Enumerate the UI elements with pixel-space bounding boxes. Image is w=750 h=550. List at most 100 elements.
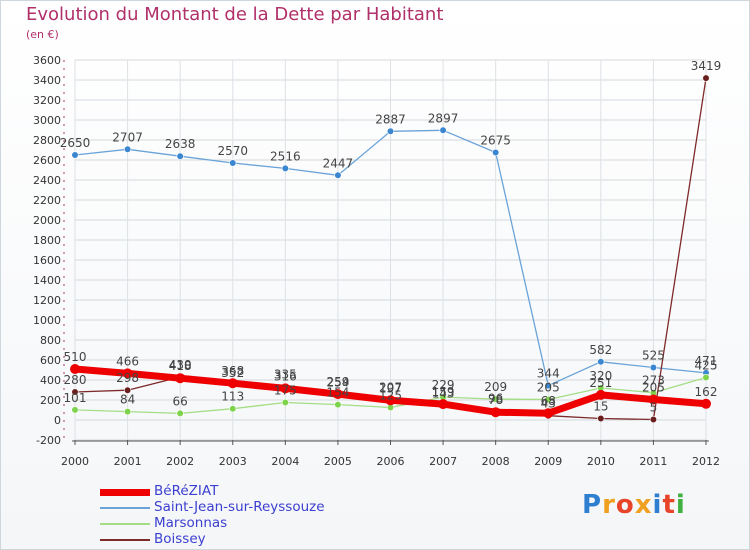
y-tick-label: 1000	[33, 314, 61, 327]
data-point	[649, 415, 658, 424]
legend-label: Saint-Jean-sur-Reyssouze	[154, 499, 325, 515]
legend-swatch	[100, 523, 150, 525]
data-point	[229, 159, 237, 167]
data-label: 2675	[480, 134, 511, 148]
data-label: 113	[221, 390, 244, 404]
data-point	[281, 398, 289, 407]
data-label: 68	[541, 394, 556, 408]
data-point	[175, 373, 186, 384]
y-tick-label: 1600	[33, 254, 61, 267]
data-point	[439, 126, 447, 134]
data-point	[176, 409, 184, 418]
data-point	[649, 363, 658, 372]
data-label: 205	[642, 381, 665, 395]
data-point	[280, 383, 291, 394]
data-label: 335	[274, 368, 297, 382]
data-point	[544, 395, 552, 404]
data-point	[490, 407, 501, 418]
data-point	[702, 373, 710, 382]
x-tick-label: 2001	[114, 455, 142, 468]
data-point	[123, 408, 132, 416]
data-label: 154	[326, 386, 349, 400]
y-tick-label: 600	[40, 354, 61, 367]
data-point	[702, 74, 710, 82]
data-point	[229, 405, 237, 413]
y-tick-label: 1200	[33, 294, 61, 307]
data-point	[597, 358, 605, 366]
data-label: 344	[537, 367, 560, 381]
data-point	[123, 386, 132, 394]
data-point	[71, 388, 79, 396]
data-label: 84	[120, 393, 135, 407]
data-label: 143	[432, 387, 455, 401]
data-label: 207	[379, 380, 402, 394]
data-point	[648, 394, 659, 405]
data-label: 254	[326, 376, 349, 390]
logo-letter: r	[602, 490, 616, 520]
data-label: 2447	[323, 156, 354, 170]
y-tick-label: 0	[54, 414, 61, 427]
data-label: 425	[695, 359, 718, 373]
data-point	[281, 164, 289, 172]
data-label: 2887	[375, 112, 406, 126]
x-tick-label: 2007	[429, 455, 457, 468]
data-point	[70, 364, 80, 374]
y-tick-label: 1800	[33, 234, 61, 247]
x-tick-label: 2009	[534, 455, 562, 468]
data-point	[71, 151, 79, 159]
data-point	[701, 398, 711, 409]
data-point	[595, 389, 606, 400]
data-point	[123, 145, 132, 153]
logo-letter: i	[652, 490, 663, 520]
data-point	[122, 368, 133, 379]
x-tick-label: 2003	[219, 455, 247, 468]
y-tick-label: 800	[40, 334, 61, 347]
data-label: 3419	[691, 59, 722, 73]
data-point	[544, 382, 552, 390]
y-tick-label: 3600	[33, 54, 61, 67]
x-tick-label: 2008	[482, 455, 510, 468]
data-label: 251	[589, 376, 612, 390]
legend-label: Marsonnas	[154, 515, 228, 531]
data-label: 2516	[270, 149, 301, 163]
data-label: 298	[116, 371, 139, 385]
data-point	[492, 148, 500, 157]
data-point	[176, 152, 184, 160]
data-label: 418	[169, 359, 192, 373]
y-tick-label: 3000	[33, 114, 61, 127]
y-tick-label: 3400	[33, 74, 61, 87]
data-label: 2650	[60, 136, 91, 150]
chart-title: Evolution du Montant de la Dette par Hab…	[26, 4, 444, 25]
x-tick-label: 2010	[587, 455, 615, 468]
y-tick-label: 3200	[33, 94, 61, 107]
data-point	[71, 406, 79, 414]
data-label: 205	[537, 381, 560, 395]
data-point	[227, 378, 238, 389]
data-label: 209	[484, 380, 507, 394]
data-label: 197	[379, 381, 402, 395]
logo-letter: P	[582, 490, 603, 520]
y-tick-label: 1400	[33, 274, 61, 287]
data-label: 78	[488, 393, 503, 407]
data-label: 510	[64, 350, 87, 364]
data-point	[332, 389, 343, 400]
y-tick-label: 200	[40, 394, 61, 407]
data-label: 466	[116, 354, 139, 368]
legend-label: Boissey	[154, 531, 206, 547]
data-label: 66	[173, 394, 188, 408]
x-tick-label: 2002	[166, 455, 194, 468]
data-label: 2638	[165, 137, 196, 151]
legend-swatch	[100, 507, 150, 509]
data-label: 280	[64, 373, 87, 387]
data-point	[334, 401, 342, 409]
data-label: 259	[326, 375, 349, 389]
logo-letter: o	[615, 490, 635, 520]
data-point	[438, 399, 449, 410]
logo-letter: x	[634, 490, 653, 520]
data-label: 273	[642, 374, 665, 388]
data-label: 471	[695, 354, 718, 368]
data-label: 175	[274, 384, 297, 398]
y-tick-label: 2800	[33, 134, 61, 147]
y-tick-label: 2200	[33, 194, 61, 207]
